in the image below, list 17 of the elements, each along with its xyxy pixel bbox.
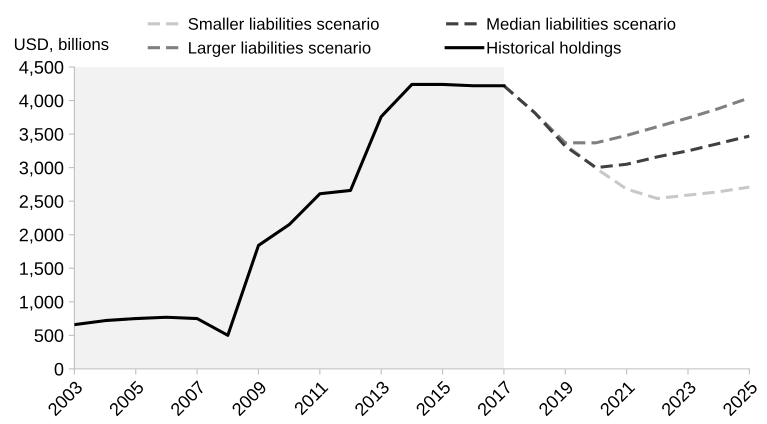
y-tick-label: 2,000: [20, 228, 64, 244]
legend-label: Larger liabilities scenario: [189, 41, 370, 57]
y-tick-label: 500: [34, 329, 64, 342]
y-tick-label: 1,000: [20, 296, 64, 311]
y-tick-label: 3,000: [19, 162, 64, 176]
y-axis-title: USD, billions: [14, 38, 108, 52]
y-tick-label: 3,500: [19, 128, 64, 143]
y-tick-label: 2,500: [20, 195, 64, 210]
line-series: [74, 82, 506, 337]
y-tick-label: 4,000: [19, 94, 64, 110]
legend-label: Median liabilities scenario: [487, 18, 676, 30]
y-tick-label: 4,500: [19, 60, 64, 76]
line-series: [502, 84, 750, 170]
y-tick-label: 0: [54, 362, 64, 376]
y-tick-label: 1,500: [20, 262, 64, 278]
legend-label: Smaller liabilities scenario: [188, 18, 379, 30]
legend-label: Historical holdings: [487, 41, 621, 57]
